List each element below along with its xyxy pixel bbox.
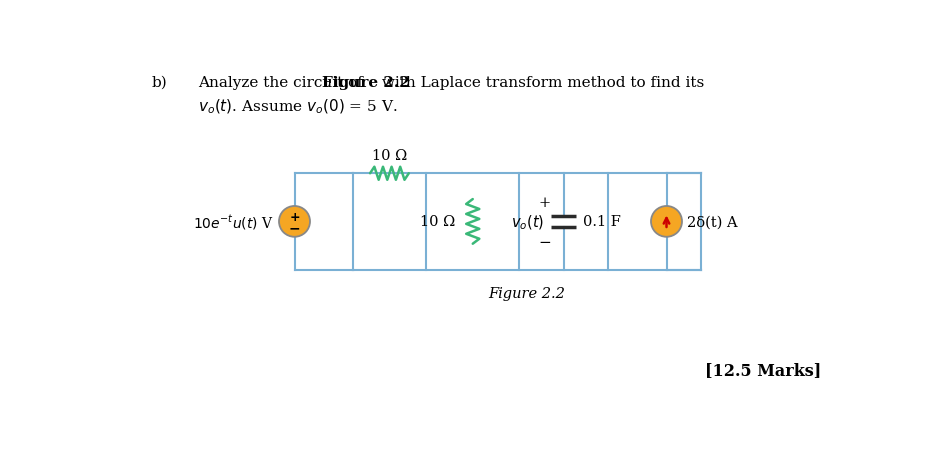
Text: $v_o(t)$. Assume $v_o(0)$ = 5 V.: $v_o(t)$. Assume $v_o(0)$ = 5 V. — [197, 97, 397, 115]
Circle shape — [651, 206, 682, 237]
Text: 0.1 F: 0.1 F — [583, 215, 621, 229]
Text: with Laplace transform method to find its: with Laplace transform method to find it… — [378, 75, 705, 89]
Text: +: + — [538, 196, 551, 210]
Text: [12.5 Marks]: [12.5 Marks] — [705, 361, 821, 378]
Text: Figure 2.2: Figure 2.2 — [488, 287, 565, 301]
Text: 2δ(t) A: 2δ(t) A — [687, 215, 738, 229]
Text: Figure 2.2: Figure 2.2 — [322, 75, 409, 89]
Text: +: + — [289, 210, 299, 223]
Text: Analyze the circuit of: Analyze the circuit of — [197, 75, 367, 89]
Text: b): b) — [151, 75, 166, 89]
Text: −: − — [288, 221, 300, 235]
Text: −: − — [538, 236, 551, 250]
Text: $10e^{-t}u(t)$ V: $10e^{-t}u(t)$ V — [193, 213, 274, 231]
Circle shape — [279, 206, 310, 237]
Text: $v_o(t)$: $v_o(t)$ — [512, 213, 544, 231]
Text: 10 Ω: 10 Ω — [372, 149, 407, 163]
Text: 10 Ω: 10 Ω — [420, 215, 456, 229]
